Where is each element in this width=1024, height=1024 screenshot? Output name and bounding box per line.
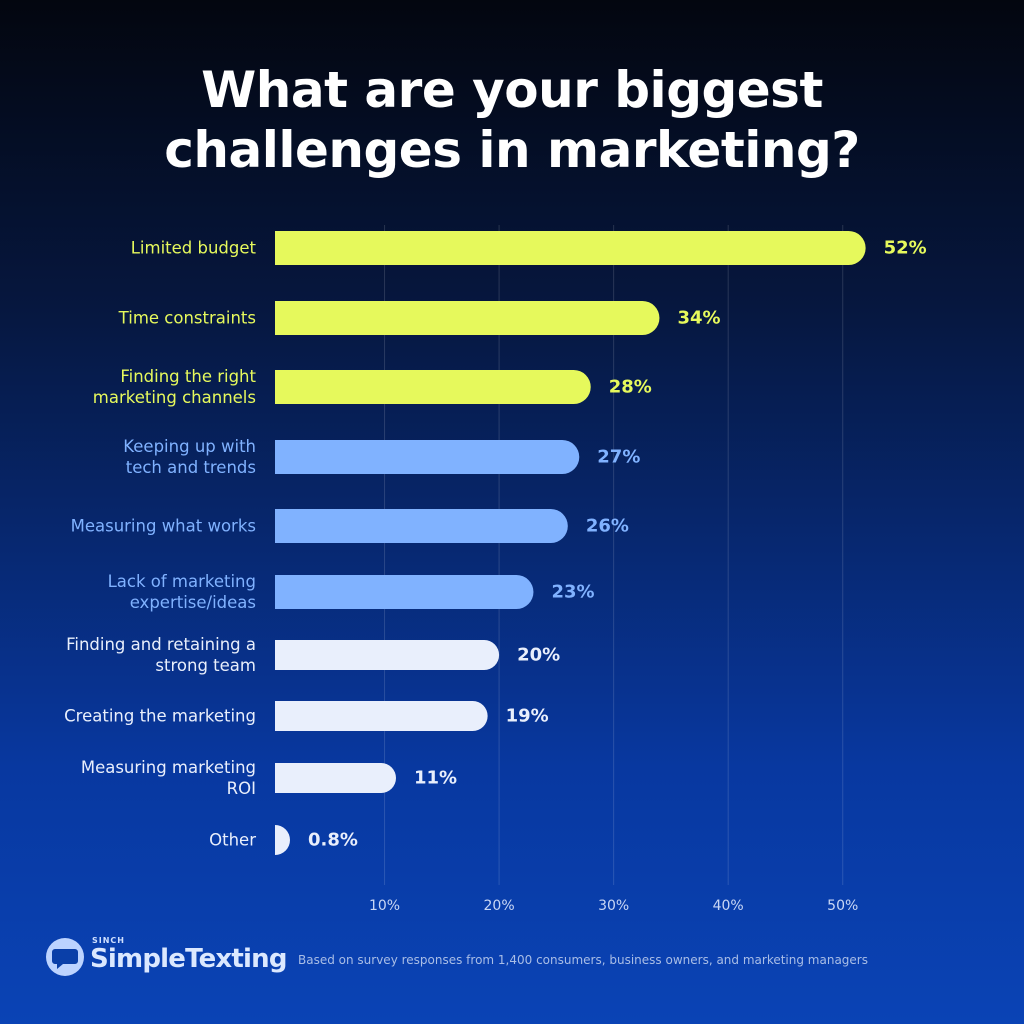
bar xyxy=(275,301,660,335)
value-label: 11% xyxy=(414,767,458,789)
bar xyxy=(275,509,568,543)
value-label: 34% xyxy=(677,307,721,329)
footnote: Based on survey responses from 1,400 con… xyxy=(298,953,868,967)
bar xyxy=(275,575,534,609)
category-label: Measuring marketing ROI xyxy=(80,758,256,798)
value-label: 52% xyxy=(883,237,927,259)
bar xyxy=(275,231,866,265)
category-label: Creating the marketing xyxy=(64,706,256,726)
value-label: 19% xyxy=(505,705,549,727)
value-label: 26% xyxy=(585,515,629,537)
category-label: Measuring what works xyxy=(70,516,256,536)
category-label: Lack of marketing expertise/ideas xyxy=(107,572,256,612)
bar xyxy=(275,763,396,793)
value-label: 28% xyxy=(608,376,652,398)
bar xyxy=(275,825,290,855)
x-tick-label: 20% xyxy=(483,898,515,914)
x-tick-label: 30% xyxy=(598,898,630,914)
category-label: Limited budget xyxy=(130,238,256,258)
category-label: Time constraints xyxy=(118,308,256,328)
brand: SimpleTexting xyxy=(90,944,287,974)
category-label: Other xyxy=(209,830,256,850)
bar xyxy=(275,370,591,404)
value-label: 0.8% xyxy=(308,829,358,851)
chart-title: What are your biggest challenges in mark… xyxy=(164,61,860,179)
x-tick-label: 10% xyxy=(368,898,401,914)
bar xyxy=(275,701,488,731)
bar xyxy=(275,440,580,474)
brand-small: SINCH xyxy=(92,936,125,945)
bar xyxy=(275,640,500,670)
category-label: Keeping up with tech and trends xyxy=(123,437,256,477)
category-label: Finding the right marketing channels xyxy=(92,367,256,407)
x-tick-label: 50% xyxy=(827,898,859,914)
category-label: Finding and retaining a strong team xyxy=(66,635,256,675)
logo-bubble xyxy=(52,949,78,969)
value-label: 23% xyxy=(551,581,595,603)
x-tick-label: 40% xyxy=(712,898,744,914)
value-label: 27% xyxy=(597,446,641,468)
value-label: 20% xyxy=(517,644,561,666)
